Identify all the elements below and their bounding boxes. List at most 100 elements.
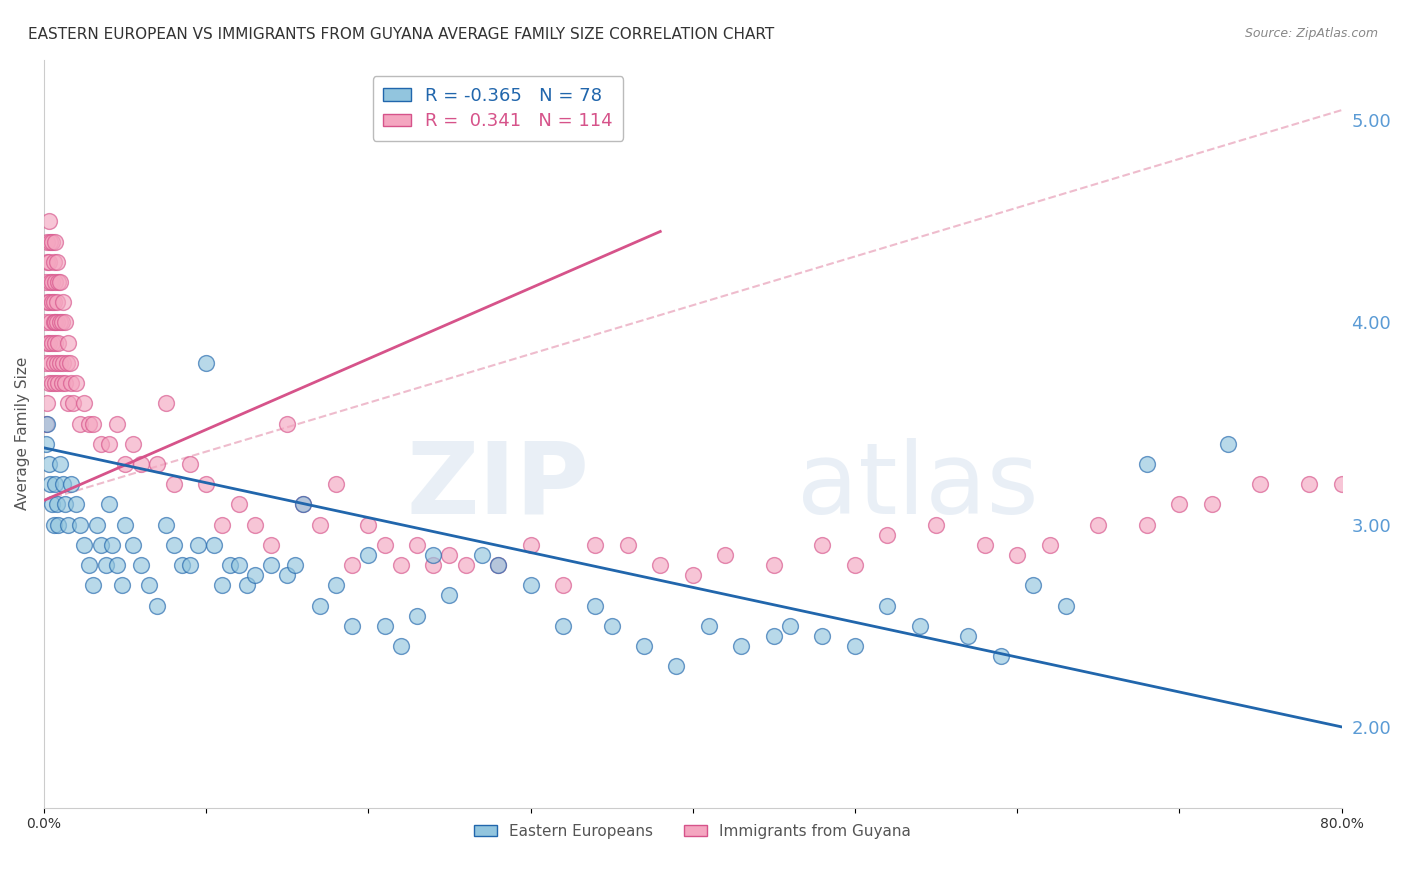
Point: [583, 538, 606, 552]
Point: [58, 396, 80, 410]
Point: [34, 316, 56, 330]
Point: [284, 558, 307, 573]
Point: [876, 599, 898, 613]
Point: [34, 356, 56, 370]
Point: [163, 538, 186, 552]
Point: [48, 275, 70, 289]
Point: [633, 639, 655, 653]
Point: [122, 437, 145, 451]
Point: [62, 396, 84, 410]
Point: [276, 568, 298, 582]
Point: [957, 629, 980, 643]
Point: [41, 498, 63, 512]
Point: [94, 558, 117, 573]
Point: [600, 619, 623, 633]
Point: [38, 457, 60, 471]
Point: [155, 517, 177, 532]
Point: [138, 578, 160, 592]
Point: [219, 558, 242, 573]
Point: [519, 578, 541, 592]
Point: [844, 639, 866, 653]
Point: [406, 538, 429, 552]
Point: [228, 558, 250, 573]
Point: [49, 316, 72, 330]
Point: [439, 589, 461, 603]
Point: [44, 316, 66, 330]
Point: [129, 457, 152, 471]
Y-axis label: Average Family Size: Average Family Size: [15, 357, 30, 510]
Point: [195, 356, 218, 370]
Point: [179, 558, 201, 573]
Point: [58, 517, 80, 532]
Point: [48, 335, 70, 350]
Point: [34, 437, 56, 451]
Point: [41, 376, 63, 391]
Point: [97, 498, 120, 512]
Point: [37, 295, 59, 310]
Point: [38, 335, 60, 350]
Point: [37, 396, 59, 410]
Point: [650, 558, 672, 573]
Point: [114, 457, 136, 471]
Point: [39, 275, 62, 289]
Point: [325, 477, 347, 491]
Point: [42, 255, 65, 269]
Point: [45, 356, 67, 370]
Point: [665, 659, 688, 673]
Point: [811, 538, 834, 552]
Point: [373, 619, 395, 633]
Text: Source: ZipAtlas.com: Source: ZipAtlas.com: [1244, 27, 1378, 40]
Point: [58, 335, 80, 350]
Point: [187, 538, 209, 552]
Point: [105, 558, 128, 573]
Point: [49, 275, 72, 289]
Point: [1005, 548, 1028, 562]
Point: [53, 316, 76, 330]
Point: [48, 517, 70, 532]
Point: [519, 538, 541, 552]
Point: [876, 528, 898, 542]
Point: [45, 295, 67, 310]
Point: [101, 538, 124, 552]
Point: [471, 548, 494, 562]
Point: [37, 255, 59, 269]
Point: [340, 558, 363, 573]
Point: [37, 335, 59, 350]
Point: [41, 295, 63, 310]
Point: [45, 255, 67, 269]
Point: [82, 578, 104, 592]
Point: [357, 548, 380, 562]
Point: [551, 578, 574, 592]
Point: [682, 568, 704, 582]
Point: [202, 538, 225, 552]
Point: [228, 498, 250, 512]
Point: [55, 356, 77, 370]
Point: [389, 558, 412, 573]
Point: [39, 316, 62, 330]
Text: ZIP: ZIP: [406, 438, 589, 534]
Point: [260, 538, 283, 552]
Point: [1038, 538, 1060, 552]
Point: [486, 558, 509, 573]
Point: [111, 578, 134, 592]
Point: [170, 558, 193, 573]
Point: [1054, 599, 1077, 613]
Point: [357, 517, 380, 532]
Point: [65, 376, 87, 391]
Point: [163, 477, 186, 491]
Point: [34, 417, 56, 431]
Point: [52, 477, 75, 491]
Point: [276, 417, 298, 431]
Point: [1216, 437, 1239, 451]
Point: [406, 608, 429, 623]
Point: [1249, 477, 1271, 491]
Point: [52, 295, 75, 310]
Point: [617, 538, 640, 552]
Point: [44, 275, 66, 289]
Point: [308, 599, 330, 613]
Point: [41, 235, 63, 249]
Point: [340, 619, 363, 633]
Point: [38, 295, 60, 310]
Point: [60, 477, 83, 491]
Point: [389, 639, 412, 653]
